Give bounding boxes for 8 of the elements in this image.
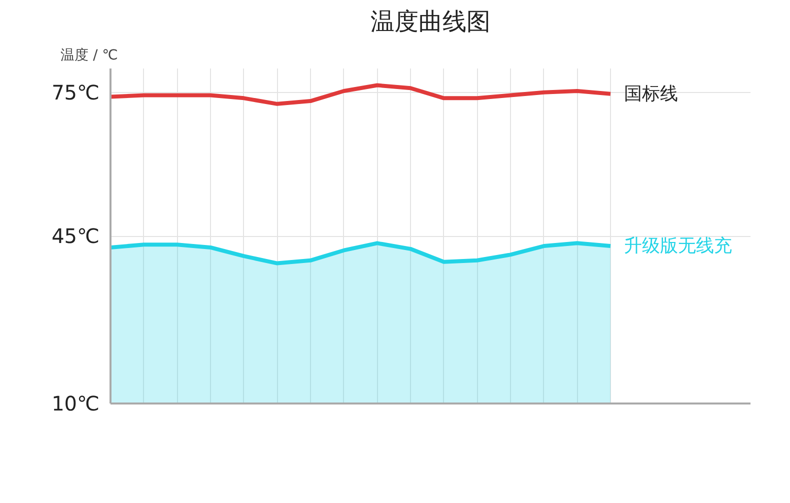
y-tick-label: 45℃	[52, 224, 100, 248]
line-series	[110, 83, 612, 106]
series-label: 国标线	[624, 83, 678, 104]
chart-title: 温度曲线图	[370, 8, 490, 36]
y-axis-title: 温度 / ℃	[60, 48, 118, 64]
series-label: 升级版无线充	[624, 236, 732, 257]
y-tick-label: 75℃	[52, 80, 100, 104]
y-tick-label: 10℃	[52, 392, 100, 416]
